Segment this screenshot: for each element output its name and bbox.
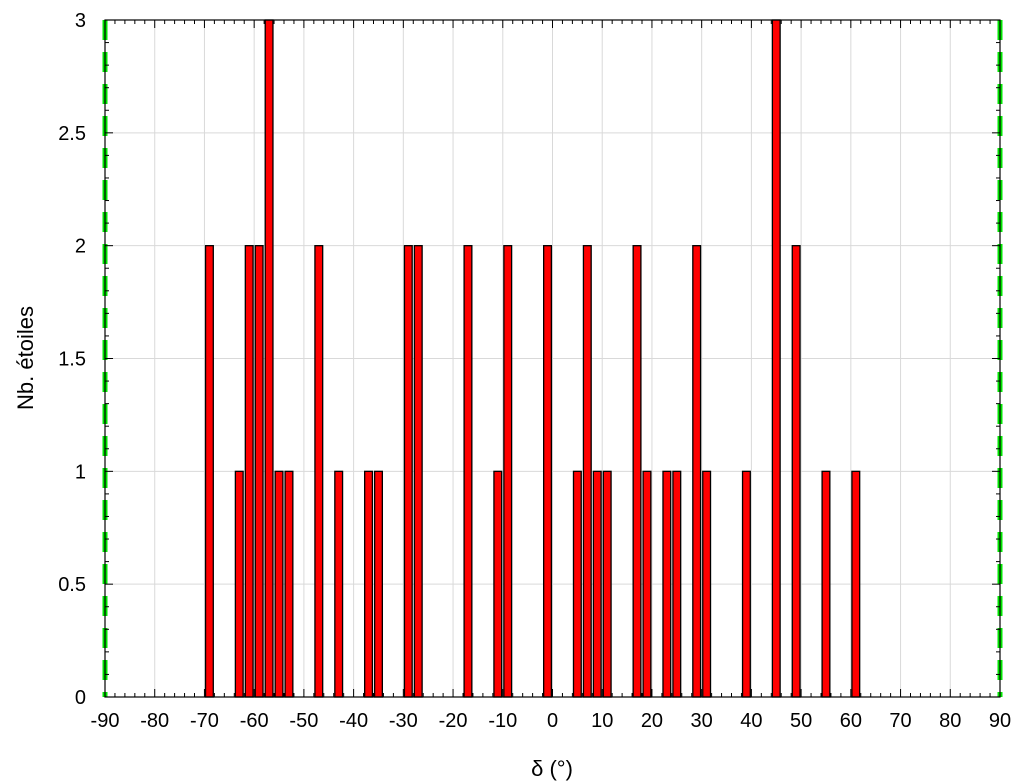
histogram-bar — [334, 470, 344, 698]
histogram-bar — [771, 19, 781, 698]
x-tick-label: -10 — [488, 710, 517, 732]
x-tick-label: 60 — [840, 710, 862, 732]
y-tick-label: 2.5 — [58, 123, 86, 145]
x-tick-label: 10 — [591, 710, 613, 732]
y-axis-label: Nb. étoiles — [13, 306, 38, 410]
tick-labels: -90 -80 -70 -60 -50 -40 -30 -20 -10 0 10 20 30 40 50 60… — [58, 10, 1011, 732]
histogram-bar — [642, 470, 652, 698]
x-axis-label: δ (°) — [531, 756, 573, 781]
x-tick-label: -40 — [339, 710, 368, 732]
histogram-bar — [662, 470, 672, 698]
x-tick-label: -70 — [190, 710, 219, 732]
histogram-bar — [403, 245, 413, 698]
histogram-bar — [493, 470, 503, 698]
histogram-bar — [632, 245, 642, 698]
histogram-bar — [254, 245, 264, 698]
x-tick-label: 40 — [740, 710, 762, 732]
histogram-bar — [314, 245, 324, 698]
histogram-bar — [284, 470, 294, 698]
y-tick-label: 0 — [75, 687, 86, 709]
histogram-bar — [542, 245, 553, 698]
axes — [104, 19, 1001, 698]
histogram-bar — [244, 245, 254, 698]
histogram-bar — [821, 470, 831, 698]
histogram-bar — [204, 245, 214, 698]
y-tick-label: 1 — [75, 461, 86, 483]
histogram-bar — [602, 470, 612, 698]
histogram-bar — [373, 470, 384, 698]
x-tick-label: 90 — [989, 710, 1011, 732]
histogram-bar — [264, 19, 274, 698]
histogram-bar — [851, 470, 861, 698]
x-tick-label: 80 — [939, 710, 961, 732]
histogram-bar — [692, 245, 702, 698]
y-tick-label: 0.5 — [58, 574, 86, 596]
x-tick-label: 20 — [641, 710, 663, 732]
histogram-bar — [413, 245, 423, 698]
histogram-bar — [702, 470, 712, 698]
y-tick-label: 3 — [75, 10, 86, 32]
x-tick-label: -30 — [389, 710, 418, 732]
x-tick-label: 0 — [547, 710, 558, 732]
histogram-bar — [572, 470, 582, 698]
y-tick-label: 1.5 — [58, 349, 86, 371]
x-tick-label: -90 — [91, 710, 120, 732]
histogram-bar — [363, 470, 374, 698]
histogram-bar — [741, 470, 751, 698]
x-tick-label: 50 — [790, 710, 812, 732]
histogram-bar — [503, 245, 513, 698]
histogram-bar — [672, 470, 682, 698]
x-tick-label: -80 — [140, 710, 169, 732]
x-tick-label: 30 — [691, 710, 713, 732]
bars — [204, 19, 861, 698]
x-tick-label: 70 — [889, 710, 911, 732]
x-tick-label: -50 — [289, 710, 318, 732]
x-tick-label: -20 — [439, 710, 468, 732]
histogram-bar — [791, 245, 801, 698]
x-tick-label: -60 — [240, 710, 269, 732]
histogram-bar — [274, 470, 284, 698]
histogram-bar — [234, 470, 244, 698]
histogram-bar — [463, 245, 473, 698]
y-tick-label: 2 — [75, 236, 86, 258]
histogram-bar — [582, 245, 592, 698]
histogram-bar — [592, 470, 602, 698]
